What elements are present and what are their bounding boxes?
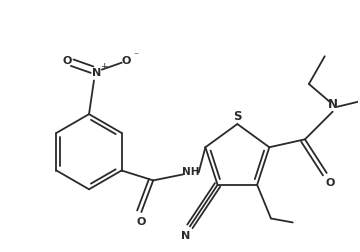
Text: O: O <box>63 56 72 66</box>
Text: O: O <box>122 56 131 66</box>
Text: O: O <box>137 217 146 227</box>
Text: NH: NH <box>182 168 199 177</box>
Text: S: S <box>233 110 242 123</box>
Text: +: + <box>100 62 108 71</box>
Text: ⁻: ⁻ <box>133 51 138 61</box>
Text: N: N <box>181 231 190 241</box>
Text: N: N <box>328 98 338 111</box>
Text: O: O <box>326 178 336 188</box>
Text: N: N <box>92 68 102 78</box>
